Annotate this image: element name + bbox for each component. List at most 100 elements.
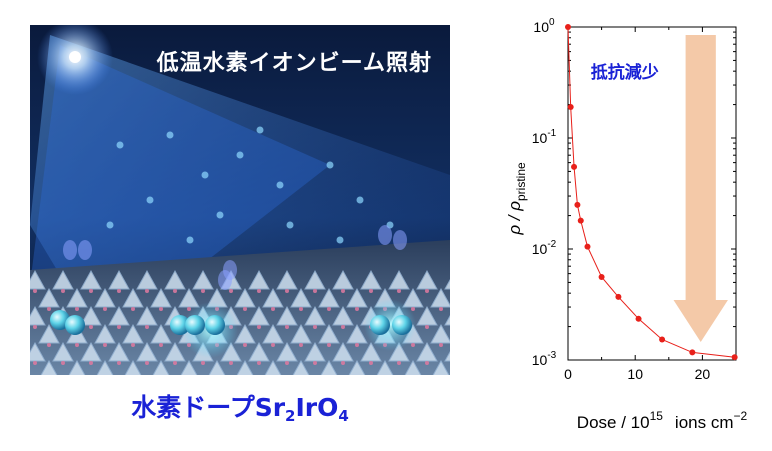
- hydrogen-atom: [205, 315, 225, 335]
- hydrogen-atom: [185, 315, 205, 335]
- oxygen-atom: [61, 361, 65, 365]
- hydrogen-ion: [336, 236, 344, 244]
- oxygen-atom: [145, 289, 149, 293]
- oxygen-atom: [47, 343, 51, 347]
- oxygen-atom: [341, 325, 345, 329]
- lattice-octahedron: [152, 359, 170, 375]
- data-point: [571, 163, 578, 170]
- y-tick-label: 100: [533, 17, 555, 35]
- oxygen-atom: [397, 361, 401, 365]
- y-tick-label: 10-2: [532, 239, 557, 257]
- lattice-octahedron: [348, 359, 366, 375]
- lattice-octahedron: [40, 359, 58, 375]
- y-axis-label-sub: pristine: [514, 162, 528, 201]
- ion-streak: [78, 240, 92, 260]
- y-tick-exponent: -2: [547, 239, 556, 250]
- annotation-label: 抵抗減少: [591, 62, 659, 83]
- lattice-octahedron: [292, 359, 310, 375]
- oxygen-atom: [285, 361, 289, 365]
- y-tick-label: 10-1: [532, 128, 557, 146]
- oxygen-atom: [439, 307, 443, 311]
- lattice-octahedron: [320, 359, 338, 375]
- caption-mid: IrO: [295, 393, 339, 422]
- oxygen-atom: [229, 361, 233, 365]
- lattice-octahedron: [124, 359, 142, 375]
- oxygen-atom: [173, 361, 177, 365]
- data-point: [659, 336, 666, 343]
- oxygen-atom: [355, 307, 359, 311]
- series-line: [567, 26, 735, 358]
- y-axis-label: ρ / ρpristine: [505, 162, 528, 236]
- y-tick-exponent: -1: [547, 128, 556, 139]
- sample-caption: 水素ドープSr2IrO4: [30, 388, 450, 425]
- oxygen-atom: [47, 307, 51, 311]
- oxygen-atom: [75, 343, 79, 347]
- hydrogen-ion: [186, 236, 194, 244]
- hydrogen-ion: [276, 181, 284, 189]
- oxygen-atom: [271, 307, 275, 311]
- hydrogen-ion: [286, 221, 294, 229]
- oxygen-atom: [425, 325, 429, 329]
- hydrogen-ion: [166, 131, 174, 139]
- hydrogen-atom: [170, 315, 190, 335]
- oxygen-atom: [299, 343, 303, 347]
- oxygen-atom: [201, 289, 205, 293]
- hydrogen-ion: [356, 196, 364, 204]
- x-tick-label: 10: [627, 366, 643, 382]
- x-axis-label-unit-exponent: −2: [734, 409, 748, 423]
- oxygen-atom: [425, 361, 429, 365]
- x-axis-label: Dose / 1015 ions cm−2: [577, 409, 748, 432]
- oxygen-atom: [313, 361, 317, 365]
- decrease-arrow: [673, 35, 728, 342]
- lattice-octahedron: [432, 359, 450, 375]
- hydrogen-atom: [392, 315, 412, 335]
- oxygen-atom: [313, 325, 317, 329]
- lattice-octahedron: [236, 359, 254, 375]
- resistivity-chart: 0 10 20 100 10-1 10-2 10-3 Dose / 1015 ions cm−2…: [505, 17, 748, 432]
- oxygen-atom: [271, 343, 275, 347]
- data-point: [574, 201, 581, 208]
- oxygen-atom: [75, 307, 79, 311]
- hydrogen-ion: [116, 141, 124, 149]
- x-tick-label: 20: [695, 366, 711, 382]
- lattice-octahedron: [404, 359, 422, 375]
- data-point: [615, 293, 622, 300]
- ion-streak: [218, 270, 232, 290]
- hydrogen-atom: [370, 315, 390, 335]
- oxygen-atom: [285, 289, 289, 293]
- x-tick-label: 0: [564, 366, 572, 382]
- oxygen-atom: [229, 289, 233, 293]
- data-point: [731, 354, 738, 361]
- lattice-octahedron: [208, 359, 226, 375]
- plot-frame: [567, 26, 737, 361]
- chart-series: [565, 24, 738, 361]
- oxygen-atom: [341, 289, 345, 293]
- oxygen-atom: [159, 343, 163, 347]
- oxygen-atom: [397, 289, 401, 293]
- oxygen-atom: [285, 325, 289, 329]
- decrease-arrow-shape: [673, 35, 728, 342]
- oxygen-atom: [243, 307, 247, 311]
- oxygen-atom: [103, 343, 107, 347]
- data-point: [598, 273, 605, 280]
- ion-beam-illustration: 低温水素イオンビーム照射: [30, 25, 450, 375]
- oxygen-atom: [61, 289, 65, 293]
- oxygen-atom: [299, 307, 303, 311]
- oxygen-atom: [369, 361, 373, 365]
- oxygen-atom: [187, 307, 191, 311]
- oxygen-atom: [257, 289, 261, 293]
- oxygen-atom: [173, 289, 177, 293]
- oxygen-atom: [439, 343, 443, 347]
- hydrogen-ion: [326, 161, 334, 169]
- oxygen-atom: [257, 361, 261, 365]
- oxygen-atom: [117, 325, 121, 329]
- oxygen-atom: [257, 325, 261, 329]
- caption-main: 水素ドープSr: [131, 393, 286, 422]
- oxygen-atom: [33, 325, 37, 329]
- oxygen-atom: [117, 289, 121, 293]
- lattice-octahedron: [444, 350, 450, 362]
- oxygen-atom: [33, 361, 37, 365]
- y-tick-exponent: 0: [549, 17, 555, 28]
- oxygen-atom: [243, 343, 247, 347]
- oxygen-atom: [369, 289, 373, 293]
